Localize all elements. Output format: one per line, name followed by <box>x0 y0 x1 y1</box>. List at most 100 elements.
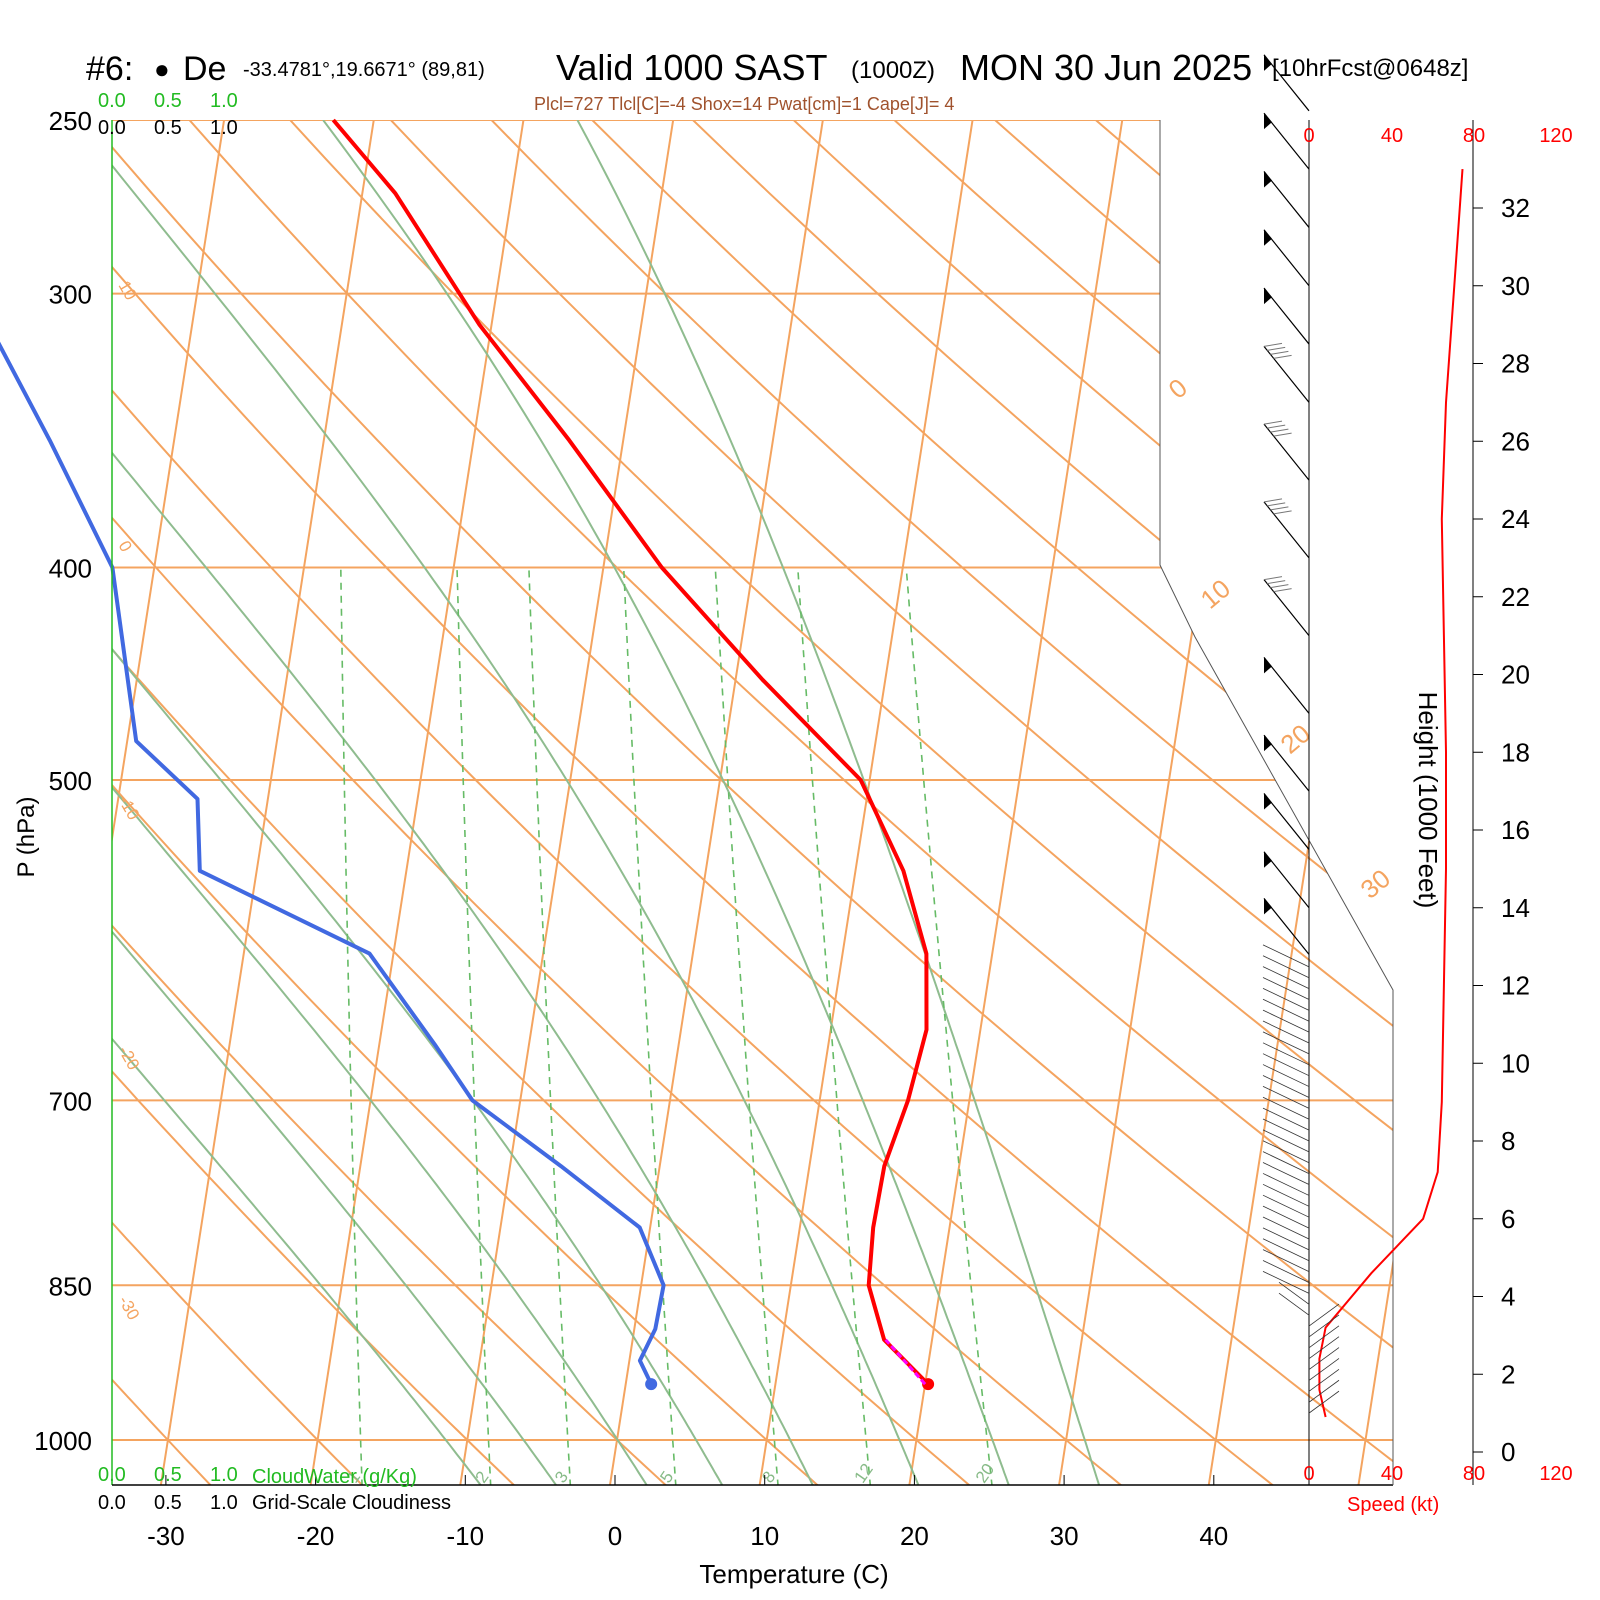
height-tick-label: 10 <box>1501 1048 1530 1078</box>
low-wind-barb <box>1262 1053 1310 1077</box>
isotherm <box>608 120 824 1485</box>
low-wind-barb <box>1308 1314 1340 1338</box>
height-tick-label: 24 <box>1501 504 1530 534</box>
mixing-ratio-line <box>622 567 677 1485</box>
wind-barb <box>1263 498 1310 559</box>
low-wind-barb <box>1308 1390 1340 1414</box>
temperature-tick-label: -30 <box>147 1521 185 1551</box>
low-wind-barb <box>1308 1303 1340 1327</box>
cloud-scale-tick: 1.0 <box>210 117 238 139</box>
low-wind-barb <box>1262 1227 1310 1251</box>
axes <box>111 120 1394 1486</box>
temperature-tick-label: -10 <box>447 1521 485 1551</box>
height-tick-label: 20 <box>1501 660 1530 690</box>
wind-barb <box>1263 576 1310 637</box>
wind-barb <box>1263 54 1310 112</box>
wind-barb <box>1263 851 1310 909</box>
low-wind-barb <box>1308 1347 1340 1370</box>
mixing-ratio-line <box>905 567 993 1485</box>
height-tick-label: 6 <box>1501 1204 1515 1234</box>
isotherm-label: 20 <box>1275 718 1316 760</box>
cloud-scale-tick: 1.0 <box>210 1464 238 1486</box>
dry-adiabat <box>353 120 1393 1485</box>
dry-adiabat <box>154 120 1393 1485</box>
moist-adiabat <box>112 120 924 1485</box>
mixing-ratio-line <box>456 567 492 1485</box>
low-wind-barb <box>1262 1173 1310 1196</box>
low-wind-barb <box>1262 1020 1310 1044</box>
height-tick-label: 32 <box>1501 193 1530 223</box>
speed-tick-label: 0 <box>1303 1463 1314 1485</box>
dry-adiabat <box>112 120 1287 1485</box>
speed-tick-label: 120 <box>1539 125 1572 147</box>
low-wind-barb <box>1278 1292 1310 1316</box>
low-wind-barb <box>1262 1085 1310 1109</box>
low-wind-barb <box>1262 1205 1310 1229</box>
isotherm-label: 10 <box>1195 573 1236 615</box>
low-wind-barb <box>1262 1183 1310 1207</box>
temperature-surface-dot <box>922 1378 935 1391</box>
cloud-scale-tick: 1.0 <box>210 90 238 112</box>
low-wind-barb <box>1262 1031 1310 1055</box>
isotherm-label: 0 <box>1163 372 1193 404</box>
moist-adiabat <box>112 120 490 1485</box>
isotherm <box>112 120 226 1485</box>
sounding-profiles <box>0 118 935 1391</box>
temperature-tick-label: -20 <box>297 1521 335 1551</box>
isotherm <box>908 120 1124 1485</box>
header-coords: -33.4781°,19.6671° (89,81) <box>243 59 485 81</box>
low-wind-barb <box>1262 1151 1310 1175</box>
header-station-name: De <box>183 50 226 88</box>
low-wind-barb <box>1262 1194 1310 1218</box>
low-wind-barb <box>1262 1162 1310 1185</box>
dry-adiabat <box>112 120 526 1485</box>
mixing-ratio-line <box>528 567 572 1485</box>
low-wind-barb <box>1262 1249 1310 1272</box>
wind-barb <box>1263 342 1310 403</box>
height-tick-label: 0 <box>1501 1437 1515 1467</box>
height-tick-label: 12 <box>1501 971 1530 1001</box>
cloud-scale-tick: 0.0 <box>98 117 126 139</box>
pressure-tick-label: 500 <box>49 766 92 796</box>
moist-adiabat <box>322 120 1014 1485</box>
isotherm-label: 10 <box>115 278 141 304</box>
low-wind-barb <box>1308 1336 1340 1360</box>
moist-adiabat <box>112 120 819 1485</box>
pressure-tick-label: 850 <box>49 1271 92 1301</box>
speed-tick-label: 40 <box>1381 125 1403 147</box>
pressure-tick-label: 700 <box>49 1086 92 1116</box>
x-axis-title: Temperature (C) <box>699 1559 888 1589</box>
low-wind-barb <box>1262 977 1310 1000</box>
height-tick-label: 22 <box>1501 582 1530 612</box>
low-wind-barb <box>1262 1271 1310 1294</box>
mixing-ratio-label: 20 <box>972 1460 998 1486</box>
cloud-scale-tick: 0.5 <box>154 117 182 139</box>
header-indices: Plcl=727 Tlcl[C]=-4 Shox=14 Pwat[cm]=1 C… <box>534 94 954 114</box>
low-wind-barb <box>1278 1281 1310 1305</box>
speed-tick-label: 40 <box>1381 1463 1403 1485</box>
mixing-ratio-line <box>340 567 363 1485</box>
temperature-tick-label: 0 <box>608 1521 622 1551</box>
cloud-scale-tick: 1.0 <box>210 1492 238 1514</box>
isotherm <box>159 120 375 1485</box>
low-wind-barb <box>1308 1369 1340 1392</box>
isotherm <box>1508 120 1600 1485</box>
cloud-scale-tick: 0.5 <box>154 90 182 112</box>
temperature-tick-label: 20 <box>900 1521 929 1551</box>
wind-barb <box>1263 112 1310 170</box>
cloud-scale-tick: 0.0 <box>98 1492 126 1514</box>
header-station-num: #6: <box>86 50 133 88</box>
low-wind-barb <box>1308 1325 1340 1349</box>
speed-tick-label: 0 <box>1303 125 1314 147</box>
cloud-scale-tick: 0.0 <box>98 90 126 112</box>
wind-barb <box>1263 793 1310 850</box>
height-tick-label: 28 <box>1501 349 1530 379</box>
header-valid: Valid 1000 SAST <box>556 47 828 88</box>
low-wind-barb <box>1262 1216 1310 1240</box>
dry-adiabat <box>112 120 830 1485</box>
low-wind-barb <box>1262 1129 1310 1153</box>
low-wind-barb <box>1308 1379 1340 1403</box>
dry-adiabat <box>552 120 1393 1485</box>
